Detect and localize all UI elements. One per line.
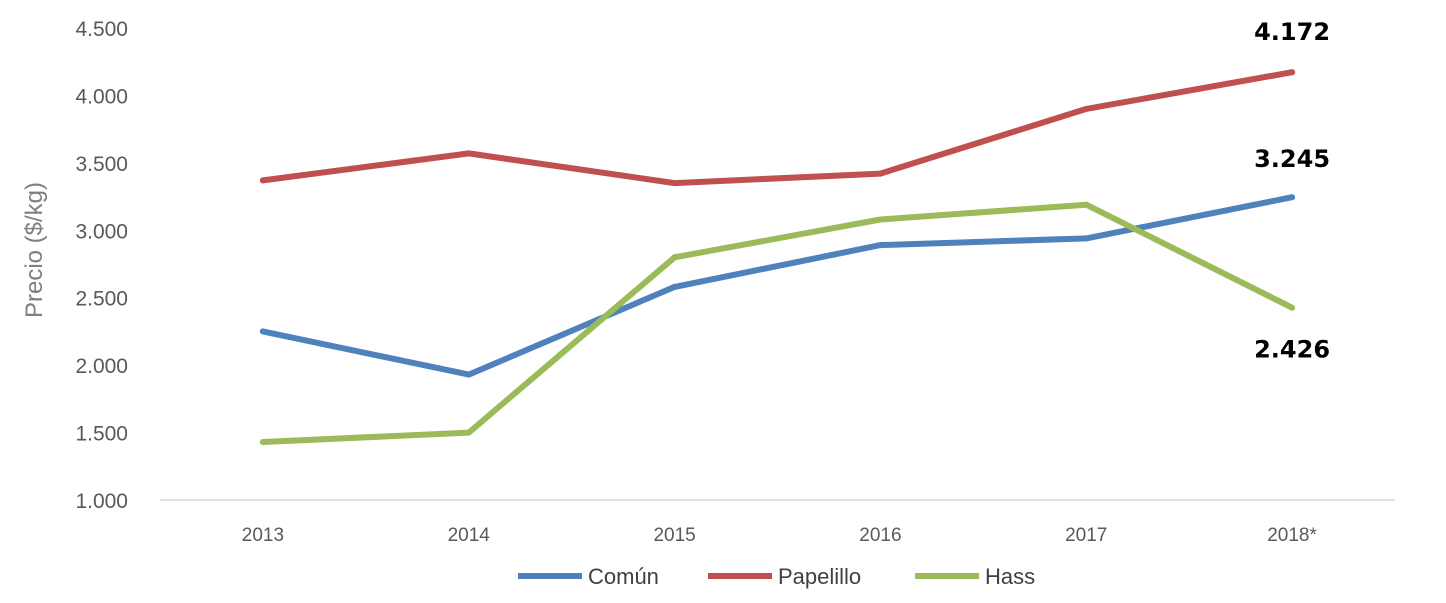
data-point xyxy=(877,216,884,223)
series-line-papelillo xyxy=(259,69,1296,187)
data-point xyxy=(465,429,472,436)
y-tick-label: 1.000 xyxy=(75,490,128,513)
legend-entry: Papelillo xyxy=(778,564,861,589)
y-tick-label: 3.000 xyxy=(75,220,128,243)
data-point xyxy=(1289,69,1296,76)
data-point xyxy=(877,242,884,249)
data-point xyxy=(1289,194,1296,201)
y-tick-label: 2.500 xyxy=(75,288,128,311)
y-tick-label: 4.000 xyxy=(75,85,128,108)
data-point xyxy=(1083,105,1090,112)
data-point xyxy=(1289,304,1296,311)
x-tick-label: 2016 xyxy=(859,525,901,546)
x-tick-label: 2017 xyxy=(1065,525,1107,546)
data-point xyxy=(465,371,472,378)
x-tick-label: 2013 xyxy=(242,525,284,546)
data-label: 2.426 xyxy=(1254,336,1330,364)
data-point xyxy=(259,328,266,335)
data-point xyxy=(259,439,266,446)
data-point xyxy=(671,180,678,187)
data-point xyxy=(671,283,678,290)
series-line-comn xyxy=(259,194,1296,378)
y-tick-label: 2.000 xyxy=(75,355,128,378)
x-tick-label: 2018* xyxy=(1267,525,1317,546)
data-point xyxy=(1083,201,1090,208)
data-point xyxy=(877,170,884,177)
y-tick-label: 3.500 xyxy=(75,153,128,176)
legend-entry: Común xyxy=(588,564,659,589)
legend-entry: Hass xyxy=(985,564,1035,589)
x-tick-label: 2015 xyxy=(653,525,695,546)
series-line-hass xyxy=(259,201,1296,445)
data-label: 3.245 xyxy=(1254,145,1330,173)
y-tick-label: 4.500 xyxy=(75,18,128,41)
data-label: 4.172 xyxy=(1254,18,1330,46)
data-point xyxy=(259,177,266,184)
x-tick-label: 2014 xyxy=(448,525,491,546)
y-axis-label: Precio ($/kg) xyxy=(21,182,48,318)
y-tick-label: 1.500 xyxy=(75,423,128,446)
data-point xyxy=(465,150,472,157)
data-point xyxy=(671,254,678,261)
data-point xyxy=(1083,235,1090,242)
